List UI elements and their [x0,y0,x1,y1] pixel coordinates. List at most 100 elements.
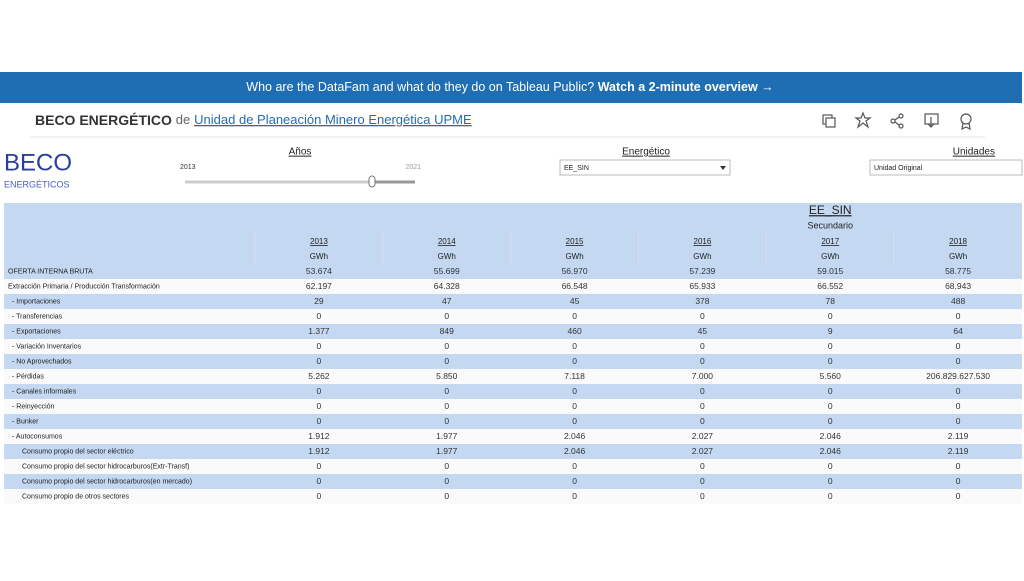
cell-value: 9 [828,326,833,336]
dropdown[interactable] [869,159,1023,176]
year-header: 2016 [694,237,712,246]
cell-value: 29 [314,296,324,306]
cell-value: 0 [572,386,577,396]
cell-value: 59.015 [817,266,843,276]
slider-start: 2013 [180,164,196,171]
cell-value: 1.912 [308,446,330,456]
table-row [4,399,1022,414]
cell-value: 0 [956,311,961,321]
cell-value: 2.046 [820,431,842,441]
filter-label: Unidades [953,147,995,158]
cell-value: 0 [828,341,833,351]
slider-handle[interactable] [368,175,376,188]
cell-value: 0 [572,491,577,501]
cell-value: 0 [317,491,322,501]
favorite-icon[interactable] [854,111,872,129]
table-header-bg [4,203,1022,264]
cell-value: 0 [444,356,449,366]
row-label: - Exportaciones [12,328,61,335]
cell-value: 2.119 [948,446,969,456]
share-icon[interactable] [890,113,904,129]
year-header: 2017 [821,237,839,246]
cell-value: 0 [317,416,322,426]
dropdown-value: EE_SIN [564,165,589,172]
unit-header: GWh [693,252,711,261]
cell-value: 2.119 [948,431,969,441]
cell-value: 2.046 [820,446,842,456]
table-row [4,384,1022,399]
cell-value: 0 [700,461,705,471]
cell-value: 0 [956,491,961,501]
cell-value: 1.977 [436,431,458,441]
cell-value: 66.548 [562,281,588,291]
cell-value: 488 [951,296,965,306]
row-label: Consumo propio del sector hidrocarburos(… [22,463,189,470]
cell-value: 0 [956,356,961,366]
dropdown[interactable] [559,159,731,176]
cell-value: 64 [953,326,963,336]
filter-label: Energético [622,147,670,158]
table-row [4,354,1022,369]
cell-value: 47 [442,296,452,306]
copy-icon[interactable] [822,114,836,128]
cell-value: 0 [956,401,961,411]
logo: BECO [4,149,72,176]
badge-icon[interactable] [960,113,972,131]
download-icon[interactable] [924,113,939,128]
table: EE_SIN Secundario 2013 GWh 2014 GWh 2015 GWh 201… [4,203,1022,504]
author-link[interactable]: Unidad de Planeación Minero Energética U… [194,112,472,127]
table-row [4,294,1022,309]
table-row [4,339,1022,354]
cell-value: 0 [828,476,833,486]
cell-value: 0 [700,401,705,411]
cell-value: 0 [700,386,705,396]
cell-value: 0 [444,461,449,471]
cell-value: 0 [572,416,577,426]
cell-value: 2.027 [692,431,714,441]
toolbar [822,111,972,131]
banner-link[interactable]: Watch a 2-minute overview → [598,80,774,94]
row-label: Consumo propio del sector hidrocarburos(… [22,478,192,485]
cell-value: 1.377 [308,326,330,336]
cell-value: 0 [572,461,577,471]
title: BECO ENERGÉTICO [35,112,172,128]
row-label: - Reinyección [12,403,55,410]
banner-text: Who are the DataFam and what do they do … [246,80,773,94]
year-header: 2013 [310,237,328,246]
cell-value: 2.046 [564,446,586,456]
cell-value: 0 [317,386,322,396]
row-label: - Transferencias [12,313,63,320]
cell-value: 2.046 [564,431,586,441]
filter-label: Años [289,147,312,158]
row-label: Consumo propio de otros sectores [22,493,129,500]
table-row [4,474,1022,489]
cell-value: 7.000 [692,371,714,381]
unit-header: GWh [821,252,839,261]
cell-value: 0 [444,401,449,411]
row-label: - Bunker [12,418,39,425]
row-label: - Autoconsumos [12,433,63,440]
cell-value: 78 [826,296,836,306]
table-row [4,309,1022,324]
cell-value: 0 [828,386,833,396]
row-label: OFERTA INTERNA BRUTA [8,268,93,275]
cell-value: 0 [444,416,449,426]
cell-value: 5.560 [820,371,842,381]
cell-value: 0 [572,401,577,411]
cell-value: 0 [700,416,705,426]
cell-value: 45 [698,326,708,336]
cell-value: 0 [956,476,961,486]
cell-value: 5.262 [308,371,330,381]
row-label: - Variación Inventarios [12,343,82,350]
banner [0,72,1022,103]
cell-value: 0 [572,341,577,351]
dropdown-value: Unidad Original [874,165,923,172]
logo-sub: ENERGÉTICOS [4,179,70,189]
dashboard: BECO ENERGÉTICOS Años 2013 2021 Energéti… [4,147,1023,189]
cell-value: 378 [695,296,709,306]
cell-value: 0 [700,491,705,501]
table-row [4,324,1022,339]
table-row [4,279,1022,294]
table-title: EE_SIN [809,203,852,217]
row-label: - Canales informales [12,388,77,395]
